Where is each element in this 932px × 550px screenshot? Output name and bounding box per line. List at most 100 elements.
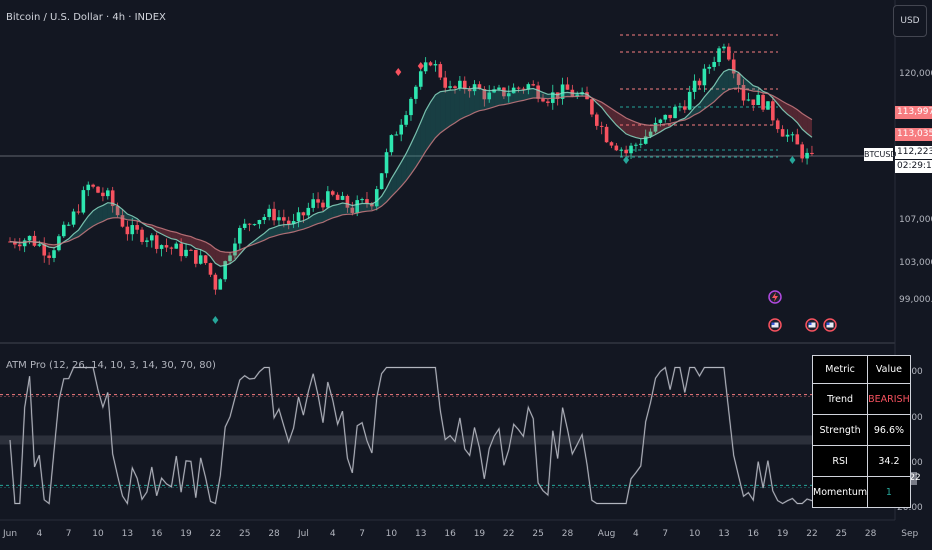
candle-body <box>766 101 770 110</box>
candle-body <box>306 207 311 216</box>
time-axis-label: 19 <box>776 529 789 539</box>
price-axis-label: 120,000.00 <box>899 69 932 79</box>
ma-ribbon <box>533 88 539 99</box>
ma-ribbon <box>102 202 108 222</box>
ma-ribbon <box>699 96 705 113</box>
candle-body <box>42 244 47 256</box>
ma-ribbon <box>513 90 519 103</box>
ma-ribbon <box>645 124 651 139</box>
candle-body <box>639 143 643 145</box>
candle-body <box>687 91 692 110</box>
candle-body <box>277 217 281 221</box>
metrics-row-trend: Trend BEARISH <box>811 383 911 415</box>
candle-body <box>800 144 804 159</box>
ma-ribbon <box>318 211 323 224</box>
ma-ribbon <box>171 231 177 240</box>
ma-ribbon <box>499 89 504 106</box>
metrics-row-rsi: RSI 34.2 <box>811 445 911 477</box>
candle-body <box>360 199 364 201</box>
candle-body <box>154 235 159 249</box>
candle-body <box>174 243 179 249</box>
candle-body <box>604 126 609 143</box>
candle-body <box>374 189 379 207</box>
time-axis-label: 16 <box>444 529 456 539</box>
candle-body <box>326 191 330 208</box>
time-axis-label: 22 <box>503 529 515 539</box>
ma-ribbon <box>200 240 206 253</box>
candle-body <box>648 131 653 137</box>
time-axis-label: 10 <box>385 529 398 539</box>
signal-diamond <box>395 68 402 76</box>
metric-label: Strength <box>811 414 869 446</box>
candle-body <box>629 145 633 154</box>
signal-diamond <box>417 62 424 70</box>
time-axis-label: 19 <box>180 529 192 539</box>
candle-body <box>57 236 61 251</box>
candle-body <box>345 195 350 208</box>
ma-ribbon <box>401 153 407 187</box>
ma-ribbon <box>719 71 724 98</box>
candle-body <box>746 99 751 101</box>
signal-diamond <box>623 156 630 164</box>
ma-ribbon <box>802 113 808 134</box>
ma-ribbon <box>337 202 343 217</box>
ma-ribbon <box>293 221 299 232</box>
candle-body <box>546 101 550 103</box>
ma-ribbon <box>186 235 191 246</box>
candle-body <box>101 192 105 197</box>
main-pane[interactable] <box>0 34 895 332</box>
candle-body <box>516 87 521 89</box>
time-axis-label: 7 <box>662 529 669 539</box>
time-axis-label: 28 <box>268 529 280 539</box>
time-axis-label: 16 <box>150 529 163 539</box>
metrics-header-metric: Metric <box>811 355 869 384</box>
candle-body <box>106 190 110 197</box>
candle-body <box>531 84 536 86</box>
candle-body <box>311 199 315 208</box>
candle-body <box>673 106 677 119</box>
candle-body <box>296 212 301 222</box>
ma-ribbon <box>83 216 89 234</box>
time-axis-label: 19 <box>473 529 486 539</box>
metrics-row-momentum: Momentum 1 <box>811 476 911 508</box>
candle-body <box>428 62 433 66</box>
candle-body <box>66 224 71 226</box>
signal-diamond <box>212 316 219 324</box>
ma-ribbon <box>450 89 455 126</box>
candle-body <box>384 152 389 174</box>
ma-ribbon <box>606 105 612 120</box>
ma-ribbon <box>474 87 480 113</box>
symbol-title[interactable]: Bitcoin / U.S. Dollar · 4h · INDEX <box>6 12 166 23</box>
time-axis-label: 10 <box>92 529 104 539</box>
ma-ribbon <box>386 178 392 202</box>
candle-body <box>565 84 570 90</box>
ma-ribbon <box>518 90 524 102</box>
candle-body <box>37 244 42 246</box>
time-axis-label: 13 <box>121 529 134 539</box>
candle-body <box>555 92 560 99</box>
event-us-flag-icon-flag-canton <box>808 322 812 325</box>
time-axis-label: 22 <box>806 529 818 539</box>
time-axis-label: 4 <box>36 529 43 539</box>
indicator-title[interactable]: ATM Pro (12, 26, 14, 10, 3, 14, 30, 70, … <box>6 360 216 371</box>
candle-body <box>286 220 291 224</box>
candle-body <box>330 191 335 195</box>
indicator-pane[interactable] <box>0 365 895 507</box>
metrics-header-value: Value <box>867 355 911 384</box>
time-axis-label: Jul <box>297 529 309 539</box>
candle-body <box>482 89 487 100</box>
ma-ribbon <box>347 203 353 215</box>
candle-body <box>756 94 760 106</box>
candle-body <box>404 115 408 125</box>
time-axis-label: 25 <box>835 529 848 539</box>
ma-ribbon <box>278 224 284 235</box>
ma-ribbon <box>523 89 529 101</box>
ma-ribbon <box>210 244 216 264</box>
candle-body <box>198 255 203 264</box>
candle-body <box>409 98 413 116</box>
currency-button[interactable]: USD <box>893 5 927 37</box>
metric-value-trend: BEARISH <box>867 383 911 415</box>
candle-body <box>257 219 262 225</box>
